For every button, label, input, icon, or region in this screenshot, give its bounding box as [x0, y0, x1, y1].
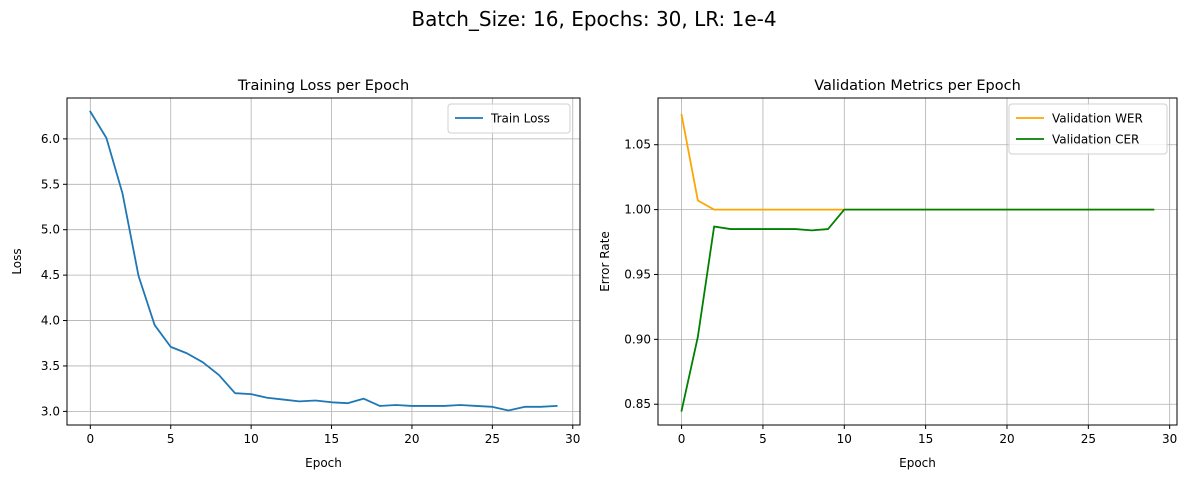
x-tick-label: 25: [1081, 432, 1096, 446]
legend: Validation WER Validation CER: [1008, 103, 1168, 155]
y-tick-label: 3.0: [41, 404, 60, 418]
legend-label: Validation WER: [1052, 112, 1143, 126]
y-tick-label: 4.0: [41, 314, 60, 328]
legend: Train Loss: [447, 103, 571, 134]
y-tick-label: 3.5: [41, 359, 60, 373]
y-tick-label: 4.5: [41, 268, 60, 282]
legend-label: Validation CER: [1052, 133, 1139, 147]
y-tick-label: 1.05: [624, 138, 651, 152]
grid: [67, 98, 580, 425]
y-axis-label: Loss: [10, 248, 24, 274]
axes-frame: [66, 97, 581, 426]
chart-title: Training Loss per Epoch: [237, 78, 409, 94]
x-tick-label: 30: [565, 432, 580, 446]
x-tick-label: 0: [678, 432, 686, 446]
legend-box: [447, 103, 571, 134]
x-tick-label: 10: [837, 432, 852, 446]
x-tick-label: 25: [485, 432, 500, 446]
y-tick-label: 0.85: [624, 397, 651, 411]
x-tick-label: 5: [167, 432, 175, 446]
x-tick-label: 20: [999, 432, 1014, 446]
y-axis-label: Error Rate: [598, 231, 612, 292]
y-tick-label: 1.00: [624, 203, 651, 217]
y-tick-label: 0.90: [624, 332, 651, 346]
series-line-2: [680, 208, 1155, 412]
x-tick-label: 30: [1162, 432, 1177, 446]
axes-frame: [657, 97, 1178, 426]
series-line-1: [89, 110, 558, 412]
chart-panel-1: 0 5 10 15 20 25 30 3.0 3.5 4.0 4.5 5.0 5.5 6.0 Trainin…: [10, 78, 581, 470]
legend-box: [1008, 103, 1168, 155]
chart-panel-2: 0 5 10 15 20 25 30 0.85 0.90 0.95 1.00 1.05 Validati…: [598, 78, 1178, 470]
x-tick-label: 5: [759, 432, 767, 446]
x-tick-label: 15: [324, 432, 339, 446]
y-tick-label: 0.95: [624, 267, 651, 281]
x-axis-label: Epoch: [305, 456, 342, 470]
figure-suptitle: Batch_Size: 16, Epochs: 30, LR: 1e-4: [411, 7, 776, 31]
x-tick-label: 10: [243, 432, 258, 446]
y-tick-label: 5.5: [41, 177, 60, 191]
x-tick-label: 15: [918, 432, 933, 446]
y-tick-label: 6.0: [41, 132, 60, 146]
legend-label: Train Loss: [490, 112, 550, 126]
y-tick-label: 5.0: [41, 223, 60, 237]
x-axis-label: Epoch: [899, 456, 936, 470]
x-tick-label: 0: [86, 432, 94, 446]
x-tick-label: 20: [404, 432, 419, 446]
chart-title: Validation Metrics per Epoch: [814, 78, 1021, 94]
